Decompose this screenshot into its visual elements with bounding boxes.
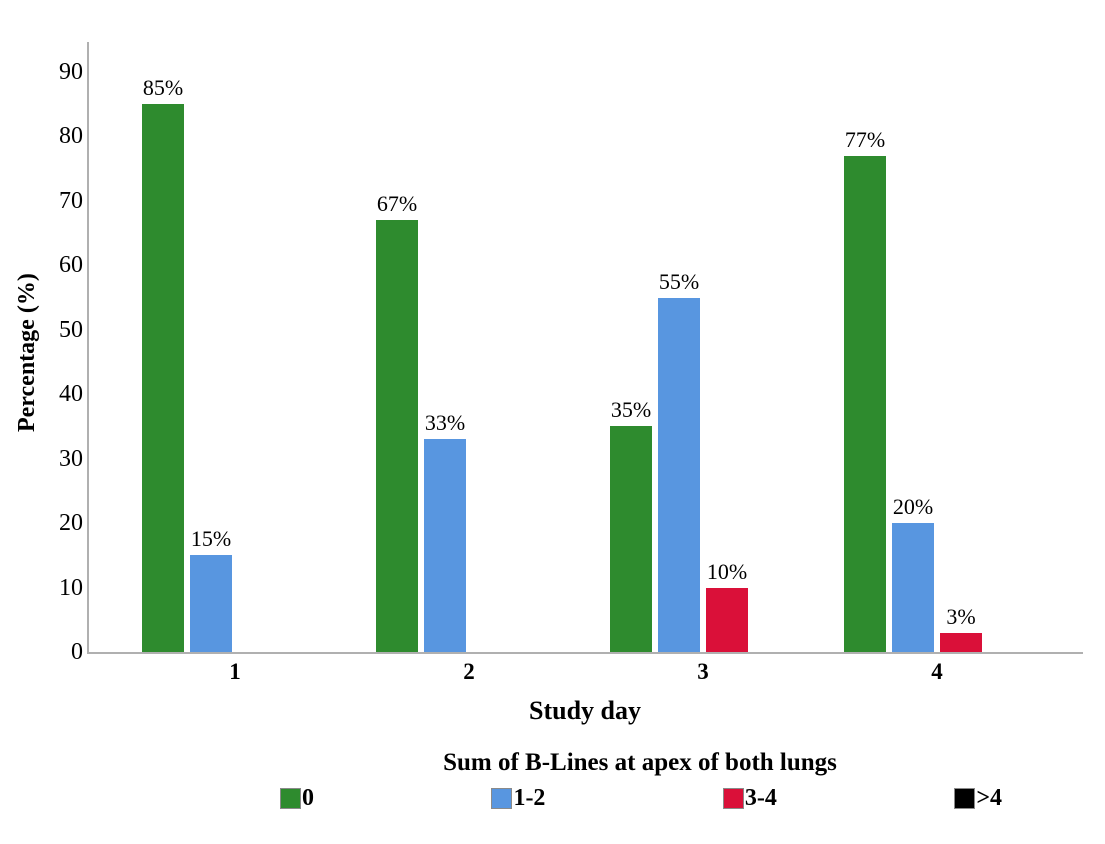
y-tick-label: 50: [59, 316, 83, 343]
bar-1-2-day-2: [424, 439, 466, 652]
bar-1-2-day-3: [658, 298, 700, 652]
bar-value-label: 33%: [424, 410, 466, 435]
y-tick-label: 40: [59, 381, 83, 408]
x-axis-line: [87, 652, 1083, 654]
bar-0-day-1: [142, 104, 184, 652]
legend-swatch-icon: [954, 787, 976, 809]
bar-0-day-4: [844, 156, 886, 652]
bar-value-label: 3%: [946, 604, 976, 629]
legend-swatch-icon: [722, 787, 744, 809]
bar-0-day-3: [610, 426, 652, 652]
y-tick-label: 70: [59, 187, 83, 214]
legend-label: 0: [302, 785, 314, 811]
x-axis-title: Study day: [529, 696, 641, 725]
legend-title: Sum of B-Lines at apex of both lungs: [443, 749, 837, 776]
y-tick-label: 30: [59, 445, 83, 472]
bar-value-label: 55%: [658, 269, 700, 294]
legend-label: >4: [976, 785, 1002, 811]
legend-label: 3-4: [744, 785, 777, 811]
x-tick-label: 2: [463, 659, 475, 684]
y-tick-label: 20: [59, 510, 83, 537]
y-tick-label: 0: [71, 639, 83, 665]
y-tick-label: 10: [59, 574, 83, 601]
legend-swatch-icon: [280, 787, 301, 809]
x-tick-label: 3: [697, 659, 709, 684]
bar-3-4-day-3: [706, 588, 748, 652]
bar-value-label: 10%: [706, 559, 748, 584]
bar-3-4-day-4: [940, 633, 982, 652]
bar-1-2-day-4: [892, 523, 934, 652]
bar-value-label: 35%: [610, 397, 652, 422]
bar-value-label: 85%: [142, 75, 184, 100]
legend-item->4: >4: [954, 786, 1002, 810]
legend-swatch-icon: [491, 787, 513, 809]
legend-item-3-4: 3-4: [722, 785, 777, 811]
bar-value-label: 20%: [892, 494, 934, 519]
bar-1-2-day-1: [190, 555, 232, 652]
x-tick-label: 1: [229, 659, 241, 684]
y-tick-label: 90: [59, 59, 83, 85]
bar-value-label: 15%: [190, 526, 232, 551]
y-axis-line: [87, 42, 89, 652]
y-tick-label: 60: [59, 252, 83, 279]
bar-0-day-2: [376, 220, 418, 652]
y-tick-label: 80: [59, 123, 83, 150]
bar-value-label: 67%: [376, 191, 418, 216]
legend-label: 1-2: [513, 785, 546, 811]
bar-value-label: 77%: [844, 127, 886, 152]
legend: 0 1-2 3-4 >4: [280, 786, 1002, 810]
legend-item-1-2: 1-2: [491, 786, 545, 810]
legend-item-0: 0: [280, 786, 314, 810]
x-tick-label: 4: [931, 659, 943, 684]
